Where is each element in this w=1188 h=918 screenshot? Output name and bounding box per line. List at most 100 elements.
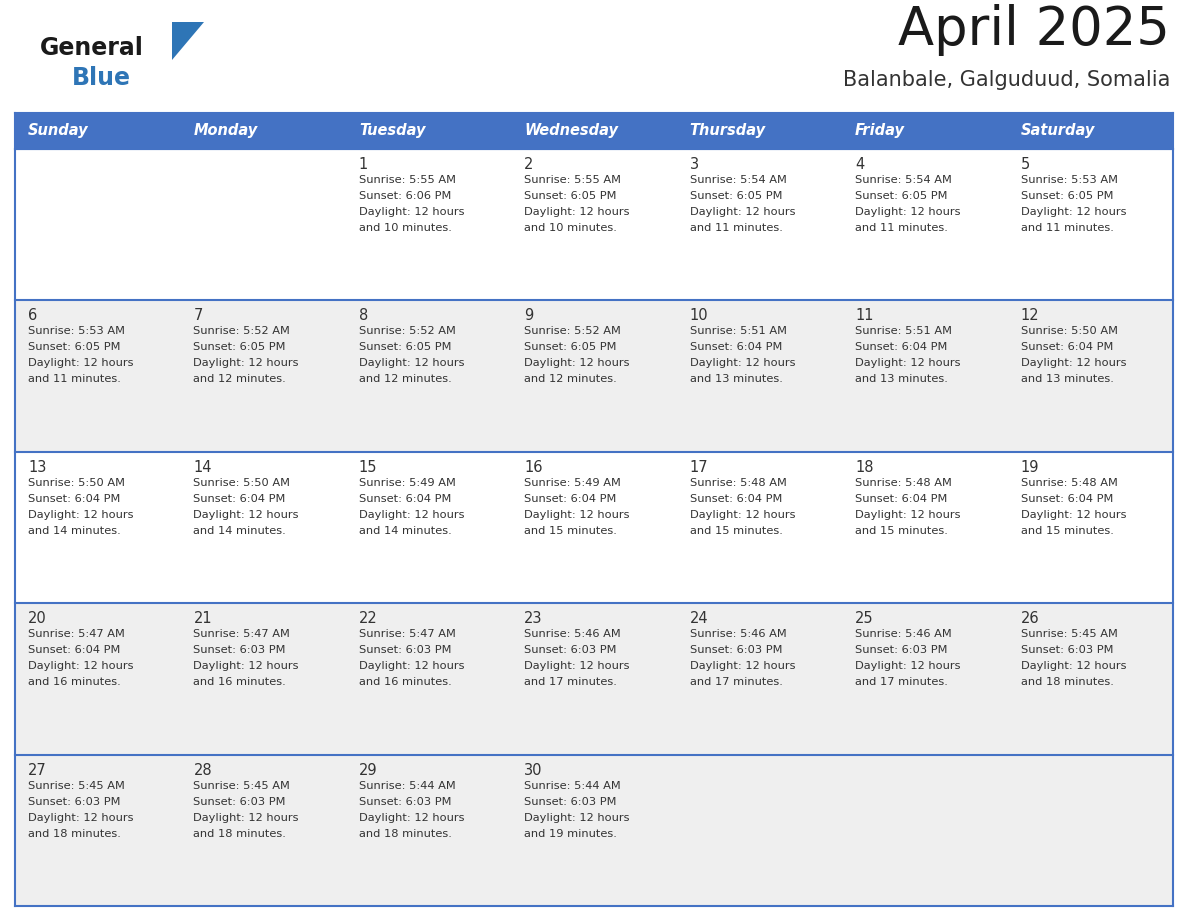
Text: Sunset: 6:05 PM: Sunset: 6:05 PM (1020, 191, 1113, 201)
Text: Daylight: 12 hours: Daylight: 12 hours (524, 661, 630, 671)
Text: Daylight: 12 hours: Daylight: 12 hours (524, 509, 630, 520)
Text: Sunset: 6:06 PM: Sunset: 6:06 PM (359, 191, 451, 201)
Text: Sunset: 6:05 PM: Sunset: 6:05 PM (855, 191, 948, 201)
Text: Sunrise: 5:46 AM: Sunrise: 5:46 AM (524, 629, 621, 639)
Text: Daylight: 12 hours: Daylight: 12 hours (359, 207, 465, 217)
Text: Sunset: 6:04 PM: Sunset: 6:04 PM (29, 494, 120, 504)
Text: Sunrise: 5:50 AM: Sunrise: 5:50 AM (1020, 327, 1118, 336)
Text: Sunset: 6:04 PM: Sunset: 6:04 PM (1020, 494, 1113, 504)
Text: Sunset: 6:04 PM: Sunset: 6:04 PM (359, 494, 451, 504)
Text: Saturday: Saturday (1020, 124, 1095, 139)
Text: Sunset: 6:03 PM: Sunset: 6:03 PM (194, 797, 286, 807)
Text: April 2025: April 2025 (898, 4, 1170, 56)
Text: 12: 12 (1020, 308, 1040, 323)
Text: Daylight: 12 hours: Daylight: 12 hours (194, 509, 299, 520)
Text: 6: 6 (29, 308, 37, 323)
Text: Sunset: 6:04 PM: Sunset: 6:04 PM (690, 342, 782, 353)
Text: Blue: Blue (72, 66, 131, 90)
Text: Daylight: 12 hours: Daylight: 12 hours (690, 509, 795, 520)
Text: Daylight: 12 hours: Daylight: 12 hours (524, 812, 630, 823)
Bar (677, 113, 842, 149)
Text: 16: 16 (524, 460, 543, 475)
Text: 11: 11 (855, 308, 873, 323)
Text: Sunrise: 5:49 AM: Sunrise: 5:49 AM (359, 477, 456, 487)
Text: Sunset: 6:04 PM: Sunset: 6:04 PM (690, 494, 782, 504)
Text: Daylight: 12 hours: Daylight: 12 hours (690, 661, 795, 671)
Bar (15, 603, 1173, 755)
Text: Sunset: 6:04 PM: Sunset: 6:04 PM (855, 342, 948, 353)
Text: Daylight: 12 hours: Daylight: 12 hours (194, 661, 299, 671)
Text: Daylight: 12 hours: Daylight: 12 hours (194, 812, 299, 823)
Text: 21: 21 (194, 611, 211, 626)
Text: Balanbale, Galguduud, Somalia: Balanbale, Galguduud, Somalia (842, 70, 1170, 90)
Text: Sunrise: 5:46 AM: Sunrise: 5:46 AM (690, 629, 786, 639)
Text: and 10 minutes.: and 10 minutes. (359, 223, 451, 233)
Text: Sunset: 6:03 PM: Sunset: 6:03 PM (690, 645, 782, 655)
Text: and 11 minutes.: and 11 minutes. (1020, 223, 1113, 233)
Text: Daylight: 12 hours: Daylight: 12 hours (359, 812, 465, 823)
Text: Daylight: 12 hours: Daylight: 12 hours (855, 509, 961, 520)
Text: Daylight: 12 hours: Daylight: 12 hours (359, 661, 465, 671)
Text: Sunset: 6:03 PM: Sunset: 6:03 PM (29, 797, 120, 807)
Text: Sunrise: 5:50 AM: Sunrise: 5:50 AM (29, 477, 125, 487)
Bar (346, 113, 511, 149)
Text: Sunset: 6:03 PM: Sunset: 6:03 PM (359, 645, 451, 655)
Text: and 18 minutes.: and 18 minutes. (29, 829, 121, 839)
Text: 25: 25 (855, 611, 873, 626)
Bar (15, 149, 1173, 300)
Text: Sunset: 6:05 PM: Sunset: 6:05 PM (194, 342, 286, 353)
Bar (181, 113, 346, 149)
Text: 27: 27 (29, 763, 46, 778)
Bar (511, 113, 677, 149)
Text: Daylight: 12 hours: Daylight: 12 hours (1020, 509, 1126, 520)
Text: Daylight: 12 hours: Daylight: 12 hours (1020, 661, 1126, 671)
Text: Sunrise: 5:47 AM: Sunrise: 5:47 AM (359, 629, 456, 639)
Text: Daylight: 12 hours: Daylight: 12 hours (690, 207, 795, 217)
Text: Sunset: 6:03 PM: Sunset: 6:03 PM (524, 645, 617, 655)
Bar (15, 300, 1173, 452)
Bar (15, 113, 181, 149)
Text: Sunrise: 5:45 AM: Sunrise: 5:45 AM (1020, 629, 1118, 639)
Text: 29: 29 (359, 763, 378, 778)
Text: and 13 minutes.: and 13 minutes. (1020, 375, 1113, 385)
Text: and 17 minutes.: and 17 minutes. (690, 677, 783, 688)
Bar (15, 755, 1173, 906)
Text: and 16 minutes.: and 16 minutes. (194, 677, 286, 688)
Text: and 14 minutes.: and 14 minutes. (29, 526, 121, 536)
Text: Sunrise: 5:53 AM: Sunrise: 5:53 AM (1020, 175, 1118, 185)
Text: and 12 minutes.: and 12 minutes. (359, 375, 451, 385)
Text: Sunrise: 5:51 AM: Sunrise: 5:51 AM (855, 327, 952, 336)
Text: and 17 minutes.: and 17 minutes. (524, 677, 617, 688)
Text: Sunrise: 5:52 AM: Sunrise: 5:52 AM (359, 327, 456, 336)
Text: Daylight: 12 hours: Daylight: 12 hours (29, 358, 133, 368)
Text: Sunset: 6:03 PM: Sunset: 6:03 PM (359, 797, 451, 807)
Text: Sunrise: 5:49 AM: Sunrise: 5:49 AM (524, 477, 621, 487)
Text: Friday: Friday (855, 124, 905, 139)
Text: Monday: Monday (194, 124, 258, 139)
Text: 18: 18 (855, 460, 873, 475)
Text: 2: 2 (524, 157, 533, 172)
Text: Sunrise: 5:44 AM: Sunrise: 5:44 AM (524, 780, 621, 790)
Text: and 18 minutes.: and 18 minutes. (194, 829, 286, 839)
Text: Sunrise: 5:44 AM: Sunrise: 5:44 AM (359, 780, 456, 790)
Text: Sunrise: 5:48 AM: Sunrise: 5:48 AM (855, 477, 952, 487)
Text: and 19 minutes.: and 19 minutes. (524, 829, 617, 839)
Text: Sunrise: 5:45 AM: Sunrise: 5:45 AM (29, 780, 125, 790)
Text: Sunrise: 5:55 AM: Sunrise: 5:55 AM (524, 175, 621, 185)
Text: and 13 minutes.: and 13 minutes. (855, 375, 948, 385)
Text: and 12 minutes.: and 12 minutes. (524, 375, 617, 385)
Text: 13: 13 (29, 460, 46, 475)
Text: and 10 minutes.: and 10 minutes. (524, 223, 617, 233)
Text: Sunrise: 5:47 AM: Sunrise: 5:47 AM (194, 629, 290, 639)
Text: 22: 22 (359, 611, 378, 626)
Text: 5: 5 (1020, 157, 1030, 172)
Text: and 17 minutes.: and 17 minutes. (855, 677, 948, 688)
Text: Sunrise: 5:53 AM: Sunrise: 5:53 AM (29, 327, 125, 336)
Text: Daylight: 12 hours: Daylight: 12 hours (359, 358, 465, 368)
Text: 14: 14 (194, 460, 211, 475)
Text: 4: 4 (855, 157, 865, 172)
Text: Daylight: 12 hours: Daylight: 12 hours (29, 812, 133, 823)
Text: Sunrise: 5:54 AM: Sunrise: 5:54 AM (690, 175, 786, 185)
Text: General: General (40, 36, 144, 60)
Text: Sunset: 6:04 PM: Sunset: 6:04 PM (29, 645, 120, 655)
